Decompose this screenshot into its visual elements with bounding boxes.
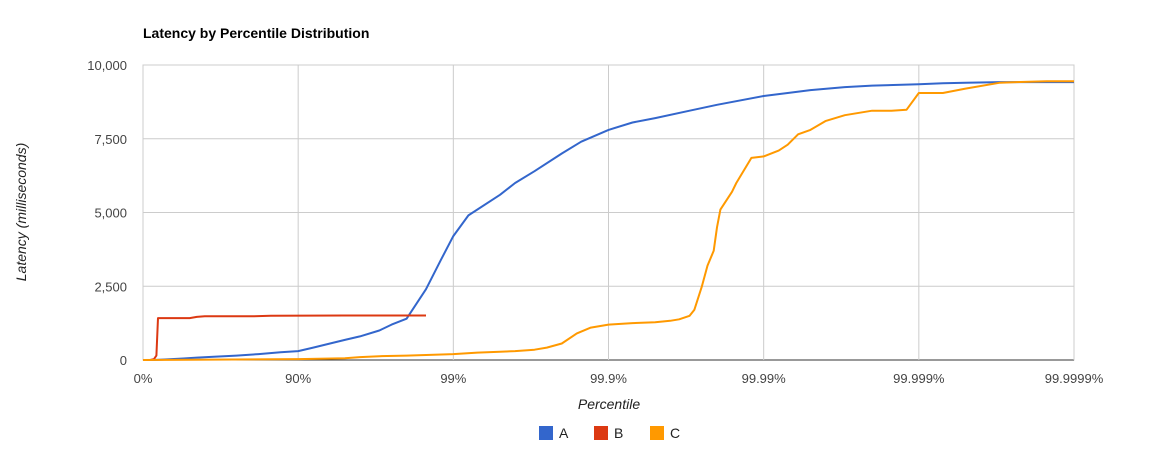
legend-swatch (594, 426, 608, 440)
y-tick-label: 10,000 (87, 58, 127, 73)
legend-swatch (650, 426, 664, 440)
x-tick-label: 0% (134, 371, 153, 386)
y-axis-title: Latency (milliseconds) (13, 143, 29, 282)
legend-item-a[interactable]: A (539, 425, 569, 441)
y-tick-label: 0 (120, 353, 127, 368)
legend-item-b[interactable]: B (594, 425, 623, 441)
x-tick-label: 99.9999% (1045, 371, 1104, 386)
x-tick-label: 99.9% (590, 371, 627, 386)
x-axis-ticks: 0% 90% 99% 99.9% 99.99% 99.999% 99.9999% (134, 371, 1104, 386)
series-line-c (142, 80, 1074, 361)
legend-item-c[interactable]: C (650, 425, 680, 441)
x-tick-label: 99% (440, 371, 466, 386)
legend[interactable]: A B C (539, 425, 680, 441)
y-tick-label: 2,500 (94, 279, 127, 294)
series-line-b (143, 314, 426, 361)
legend-label: B (614, 425, 623, 441)
y-axis-ticks: 0 2,500 5,000 7,500 10,000 (87, 58, 127, 368)
gridlines (142, 64, 1075, 361)
x-tick-label: 99.999% (893, 371, 945, 386)
y-tick-label: 7,500 (94, 132, 127, 147)
x-tick-label: 90% (285, 371, 311, 386)
legend-label: C (670, 425, 680, 441)
series-lines (142, 80, 1074, 361)
legend-label: A (559, 425, 569, 441)
chart-title: Latency by Percentile Distribution (143, 25, 369, 41)
legend-swatch (539, 426, 553, 440)
x-axis-title: Percentile (578, 396, 640, 412)
series-line-a (143, 81, 1074, 361)
y-tick-label: 5,000 (94, 206, 127, 221)
x-tick-label: 99.99% (742, 371, 787, 386)
